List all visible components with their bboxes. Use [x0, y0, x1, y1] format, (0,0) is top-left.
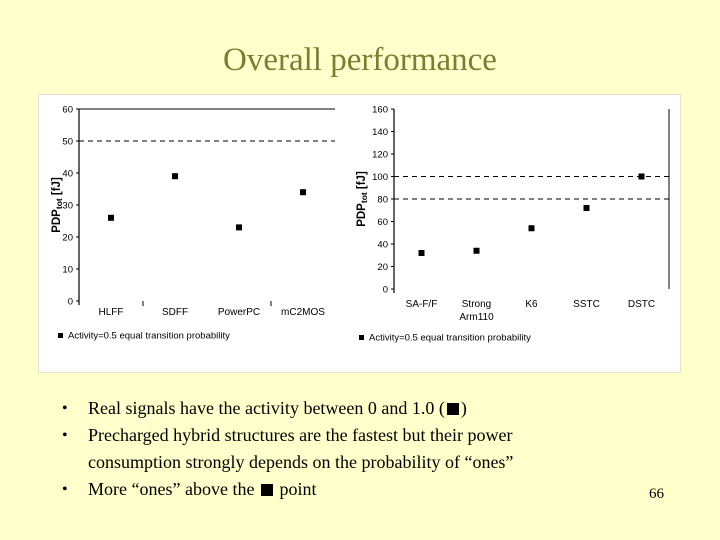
bullet-icon: • — [62, 481, 68, 498]
y-tick-label: 20 — [62, 233, 73, 244]
data-point — [300, 189, 306, 196]
bullet-list: • Real signals have the activity between … — [62, 395, 578, 503]
black-square-marker-icon — [260, 484, 273, 496]
bullet-item: • More “ones” above the point — [62, 476, 578, 503]
pdp-scatter-charts: 0 10 20 30 40 50 60 HLFF SDFF PowerPC mC2MOS PDPtot… — [51, 105, 670, 344]
y-tick-label: 0 — [68, 297, 73, 308]
y-tick-label: 60 — [377, 217, 388, 228]
page-title: Overall performance — [223, 42, 497, 78]
data-point — [108, 214, 114, 221]
data-point — [638, 173, 645, 180]
black-square-marker-icon — [446, 403, 459, 415]
bullet-text: More “ones” above the point — [88, 479, 317, 499]
x-category-label: SSTC — [573, 299, 600, 310]
y-tick-label: 30 — [62, 201, 73, 212]
legend-marker-icon — [359, 335, 364, 340]
y-tick-label: 120 — [372, 150, 388, 161]
y-tick-label: 60 — [62, 105, 73, 116]
x-category-label: K6 — [525, 299, 538, 310]
right-chart: 0 20 40 60 80 100 120 140 160 SA-F/F Strong Arm110 K… — [356, 105, 670, 344]
data-point — [236, 224, 242, 231]
y-tick-label: 100 — [372, 172, 388, 183]
x-category-label: DSTC — [628, 299, 655, 310]
y-tick-label: 40 — [377, 240, 388, 251]
x-category-label: HLFF — [99, 307, 124, 318]
bullet-icon: • — [62, 427, 68, 444]
x-category-label: SA-F/F — [406, 299, 438, 310]
y-axis-title: PDPtot [fJ] — [356, 171, 369, 227]
y-tick-label: 160 — [372, 105, 388, 116]
bullet-icon: • — [62, 400, 68, 417]
x-category-label: Strong — [462, 299, 491, 310]
legend-label: Activity=0.5 equal transition probabilit… — [68, 331, 230, 342]
x-category-label: PowerPC — [218, 307, 260, 318]
x-category-label: SDFF — [162, 307, 188, 318]
y-tick-label: 10 — [62, 265, 73, 276]
bullet-item: • Precharged hybrid structures are the fa… — [62, 422, 578, 476]
y-tick-label: 50 — [62, 137, 73, 148]
bullet-text: Precharged hybrid structures are the fas… — [88, 425, 514, 472]
x-category-label: Arm110 — [459, 312, 494, 323]
page-number: 66 — [649, 486, 664, 502]
data-point — [418, 250, 425, 256]
y-tick-label: 80 — [377, 195, 388, 206]
left-chart: 0 10 20 30 40 50 60 HLFF SDFF PowerPC mC2MOS PDPtot… — [51, 105, 335, 342]
x-category-label: mC2MOS — [281, 307, 325, 318]
legend-label: Activity=0.5 equal transition probabilit… — [369, 333, 531, 344]
y-tick-label: 0 — [383, 285, 388, 296]
data-point — [473, 247, 480, 254]
y-axis-title: PDPtot [fJ] — [51, 177, 64, 233]
legend-marker-icon — [58, 333, 63, 338]
y-tick-label: 20 — [377, 262, 388, 273]
y-tick-label: 40 — [62, 169, 73, 180]
charts-panel: 0 10 20 30 40 50 60 HLFF SDFF PowerPC mC2MOS PDPtot… — [38, 94, 681, 373]
bullet-text: Real signals have the activity between 0… — [88, 398, 467, 418]
bullet-item: • Real signals have the activity between … — [62, 395, 578, 422]
data-point — [583, 205, 590, 211]
data-point — [528, 225, 535, 232]
data-point — [172, 173, 178, 180]
y-tick-label: 140 — [372, 127, 388, 138]
